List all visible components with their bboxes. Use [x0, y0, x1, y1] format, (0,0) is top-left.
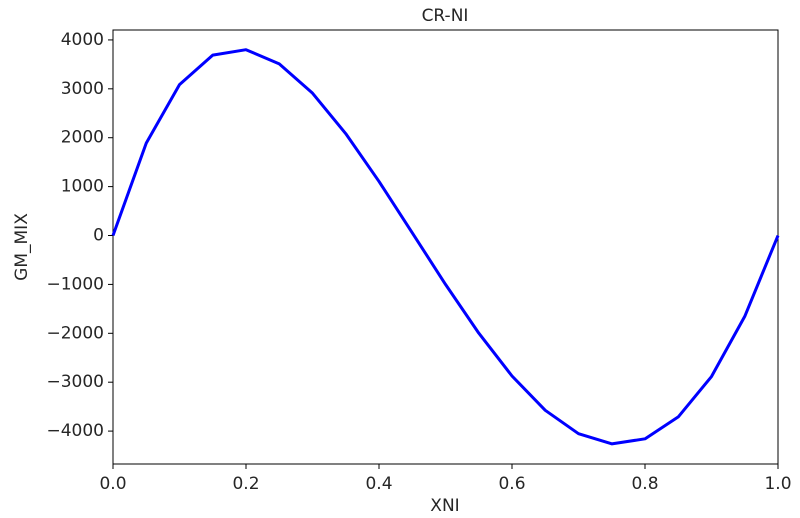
x-tick-label: 1.0 [764, 474, 791, 494]
x-tick-label: 0.2 [232, 474, 259, 494]
y-tick-label: 3000 [61, 79, 104, 99]
y-tick-label: −3000 [46, 372, 104, 392]
x-tick-label: 0.6 [498, 474, 525, 494]
x-tick-label: 0.4 [365, 474, 392, 494]
y-tick-label: 4000 [61, 30, 104, 50]
y-tick-label: 2000 [61, 128, 104, 148]
x-tick-label: 0.0 [99, 474, 126, 494]
y-tick-label: −1000 [46, 274, 104, 294]
y-tick-label: −4000 [46, 421, 104, 441]
x-tick-label: 0.8 [631, 474, 658, 494]
y-axis-label: GM_MIX [12, 213, 32, 281]
y-tick-label: 1000 [61, 177, 104, 197]
chart-title: CR-NI [422, 6, 469, 26]
y-tick-label: −2000 [46, 323, 104, 343]
y-tick-label: 0 [93, 226, 104, 246]
plot-frame [112, 29, 779, 465]
x-axis-label: XNI [430, 496, 459, 516]
line-series [111, 48, 780, 446]
